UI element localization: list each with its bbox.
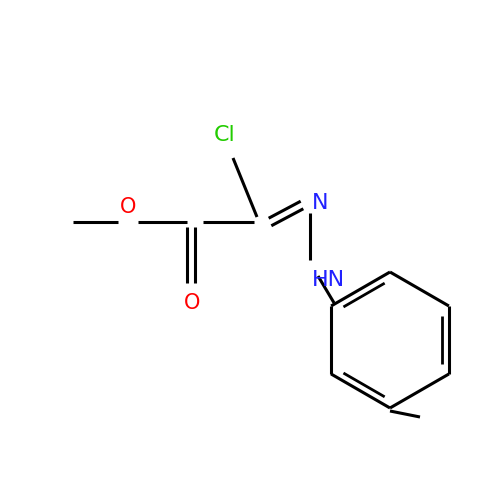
Text: O: O	[120, 197, 136, 217]
Text: N: N	[312, 193, 328, 213]
Text: O: O	[184, 293, 200, 313]
Text: HN: HN	[312, 270, 345, 290]
Text: Cl: Cl	[214, 125, 236, 145]
